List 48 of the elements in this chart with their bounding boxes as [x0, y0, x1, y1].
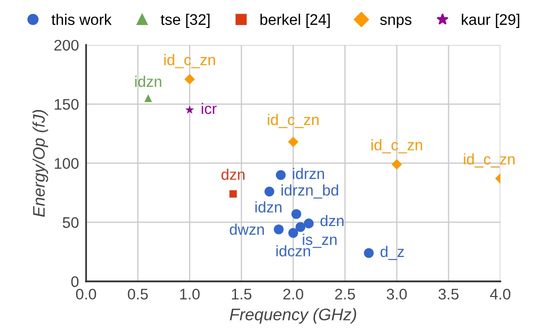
y-tick-label: 0 [71, 276, 79, 288]
x-tick-label: 1.5 [232, 288, 252, 300]
legend-label: tse [32] [160, 14, 210, 28]
annotation: id_c_zn [464, 153, 515, 168]
point [144, 94, 152, 102]
point [364, 248, 374, 258]
x-tick-label: 3.5 [438, 288, 459, 300]
x-axis-title: Frequency (GHz) [230, 308, 356, 324]
x-tick-label: 4.0 [490, 288, 510, 300]
annotation: idrzn_bd [282, 184, 338, 199]
point [184, 74, 195, 84]
point [288, 228, 298, 238]
x-tick-label: 2.5 [335, 288, 355, 300]
legend-label: snps [380, 16, 412, 28]
point [296, 222, 306, 232]
y-tick-label: 100 [54, 158, 79, 169]
x-tick-label: 0.0 [76, 288, 96, 300]
annotation: id_c_zn [268, 114, 319, 128]
point [276, 170, 286, 180]
point [288, 136, 298, 148]
annotation: dzn [221, 168, 244, 180]
x-tick-label: 0.5 [128, 288, 148, 300]
legend-label: berkel [24] [260, 14, 330, 28]
point [229, 190, 237, 198]
legend-label: kaur [29] [462, 14, 520, 28]
y-axis-title: Energy/Op (fJ) [32, 110, 48, 217]
point [291, 209, 302, 219]
point [274, 224, 284, 234]
annotation: dzn [320, 214, 344, 226]
point [185, 105, 194, 114]
point [304, 218, 314, 228]
annotation: id_c_zn [371, 139, 422, 154]
legend-label: this work [52, 14, 112, 25]
annotation: d_z [380, 246, 404, 260]
x-tick-label: 3.0 [386, 288, 407, 300]
annotation: dwzn [230, 224, 264, 235]
y-tick-label: 200 [54, 40, 79, 51]
y-tick-label: 150 [54, 98, 79, 110]
annotation: idzn [255, 201, 282, 213]
annotation: idzn [135, 76, 162, 87]
annotation: idrzn [292, 168, 324, 180]
point [264, 186, 274, 196]
point [392, 159, 402, 170]
x-tick-label: 2.0 [283, 288, 304, 300]
x-tick-label: 1.0 [180, 288, 200, 300]
y-tick-label: 50 [62, 217, 79, 228]
annotation: id_c_zn [164, 54, 215, 68]
annotation: icr [202, 102, 217, 114]
